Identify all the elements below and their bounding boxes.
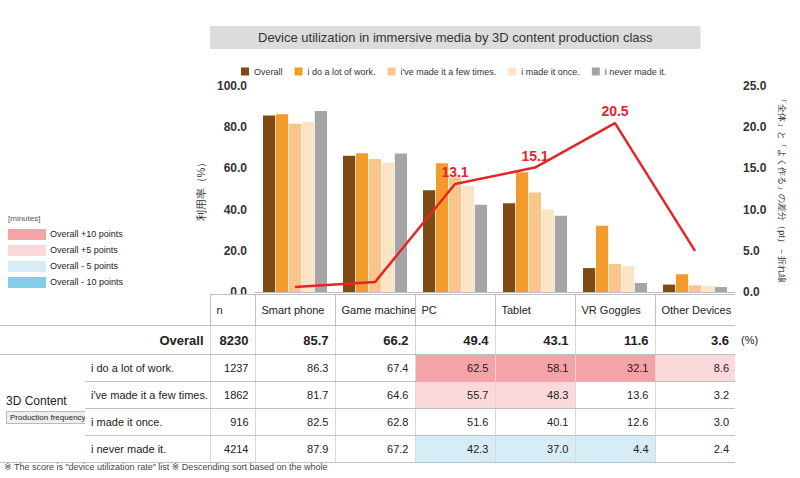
svg-text:60.0: 60.0 (224, 161, 248, 175)
svg-text:40.0: 40.0 (224, 203, 248, 217)
html-text:58.1: 58.1 (547, 362, 569, 374)
svg-text:i made it once.: i made it once. (521, 67, 580, 77)
html-text:3.0: 3.0 (713, 416, 729, 428)
html-text:12.6: 12.6 (627, 416, 649, 428)
svg-text:0.0: 0.0 (230, 285, 247, 299)
html-text:81.7: 81.7 (307, 389, 329, 401)
html-text:64.6: 64.6 (387, 389, 409, 401)
html-text:13.6: 13.6 (627, 389, 649, 401)
html-text:55.7: 55.7 (467, 389, 489, 401)
html-text:Tablet: Tablet (501, 304, 531, 316)
html-text:32.1: 32.1 (627, 362, 649, 374)
html-text:85.7: 85.7 (303, 332, 329, 348)
svg-text:80.0: 80.0 (224, 120, 248, 134)
html-text:VR Goggles: VR Goggles (581, 304, 641, 316)
html-text:※ The score is "device utiliza: ※ The score is "device utilization rate"… (4, 462, 328, 472)
html-text:Game machine PC: Game machine PC (341, 304, 437, 316)
html-text:Overall - 10 points: Overall - 10 points (50, 277, 123, 287)
html-text:i never made it.: i never made it. (91, 443, 167, 455)
html-text:i've made it a few times.: i've made it a few times. (91, 389, 208, 401)
html-text:916: 916 (230, 416, 249, 428)
svg-text:20.0: 20.0 (743, 120, 767, 134)
html-text:3.2: 3.2 (713, 389, 729, 401)
html-text:82.5: 82.5 (307, 416, 329, 428)
html-text:40.1: 40.1 (547, 416, 569, 428)
html-text:66.2: 66.2 (383, 332, 409, 348)
svg-text:「全体」と「よく作る」の差分（pt）－折れ線: 「全体」と「よく作る」の差分（pt）－折れ線 (777, 95, 787, 283)
html-text:4.4: 4.4 (633, 443, 649, 455)
svg-text:i never made it.: i never made it. (605, 67, 667, 77)
html-text:i made it once.: i made it once. (91, 416, 163, 428)
svg-text:利用率（%）: 利用率（%） (195, 157, 207, 222)
svg-text:20.0: 20.0 (224, 244, 248, 258)
html-text:Overall: Overall (159, 332, 204, 348)
html-text:n: n (216, 304, 223, 316)
html-text:Overall - 5 points: Overall - 5 points (50, 261, 118, 271)
svg-text:5.0: 5.0 (743, 244, 760, 258)
html-text:43.1: 43.1 (543, 332, 569, 348)
html-text:67.4: 67.4 (387, 362, 409, 374)
svg-text:i've made it a few times.: i've made it a few times. (401, 67, 497, 77)
html-text:i do a lot of work.: i do a lot of work. (91, 362, 175, 374)
html-text:37.0: 37.0 (547, 443, 569, 455)
svg-text:15.1: 15.1 (521, 148, 548, 164)
html-text:Other Devices: Other Devices (661, 304, 732, 316)
html-text:67.2: 67.2 (387, 443, 409, 455)
html-text:49.4: 49.4 (463, 332, 489, 348)
svg-text:Device utilization in immersiv: Device utilization in immersive media by… (258, 30, 653, 45)
html-text:86.3: 86.3 (307, 362, 329, 374)
svg-text:13.1: 13.1 (441, 164, 468, 180)
html-text:[minutes]: [minutes] (8, 214, 41, 223)
svg-text:0.0: 0.0 (743, 285, 760, 299)
html-text:1862: 1862 (224, 389, 249, 401)
html-text:51.6: 51.6 (467, 416, 489, 428)
svg-text:Overall: Overall (254, 67, 283, 77)
html-text:4214: 4214 (224, 443, 249, 455)
svg-text:15.0: 15.0 (743, 161, 767, 175)
html-text:Smart phone: Smart phone (261, 304, 325, 316)
html-text:42.3: 42.3 (467, 443, 489, 455)
html-text:3.6: 3.6 (710, 332, 729, 348)
html-text:62.8: 62.8 (387, 416, 409, 428)
html-text:2.4: 2.4 (713, 443, 729, 455)
svg-text:10.0: 10.0 (743, 203, 767, 217)
html-text:8.6: 8.6 (713, 362, 729, 374)
html-text:62.5: 62.5 (467, 362, 489, 374)
html-text:11.6: 11.6 (623, 332, 649, 348)
svg-text:100.0: 100.0 (217, 79, 247, 93)
html-text:Production frequency: Production frequency (10, 412, 86, 422)
html-text:1237: 1237 (224, 362, 249, 374)
html-text:3D Content: 3D Content (6, 393, 67, 408)
html-text:Overall +10 points: Overall +10 points (50, 229, 123, 239)
html-text:8230: 8230 (219, 332, 249, 348)
svg-text:25.0: 25.0 (743, 79, 767, 93)
html-text:48.3: 48.3 (547, 389, 569, 401)
svg-text:20.5: 20.5 (601, 103, 628, 119)
svg-text:i do a lot of work.: i do a lot of work. (308, 67, 376, 77)
html-text:Overall +5 points: Overall +5 points (50, 245, 118, 255)
html-text:87.9: 87.9 (307, 443, 329, 455)
